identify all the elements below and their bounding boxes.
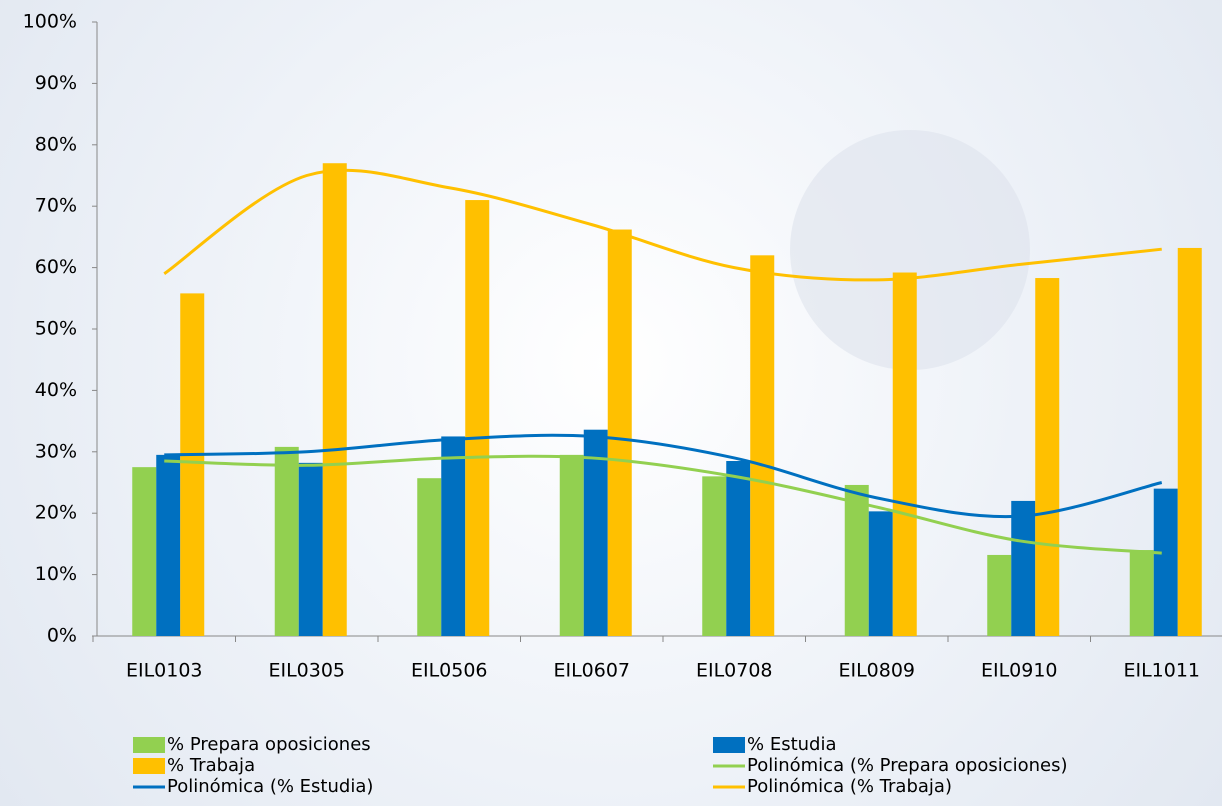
bar xyxy=(322,163,347,636)
y-tick-label: 20% xyxy=(35,502,77,524)
bar xyxy=(583,429,608,636)
bar xyxy=(987,554,1012,636)
bar xyxy=(1035,278,1060,636)
bar xyxy=(274,446,299,636)
x-tick-label: EIL0708 xyxy=(696,660,773,682)
bar xyxy=(1129,550,1154,636)
y-tick-label: 100% xyxy=(23,11,77,33)
x-tick-label: EIL0305 xyxy=(268,660,345,682)
legend-label: Polinómica (% Estudia) xyxy=(167,776,373,797)
bar xyxy=(180,293,205,636)
trend-line xyxy=(163,168,1162,282)
x-tick-label: EIL0607 xyxy=(553,660,630,682)
x-tick-label: EIL0809 xyxy=(838,660,915,682)
legend-label: % Estudia xyxy=(747,734,837,755)
bar xyxy=(1177,247,1202,636)
y-tick-label: 60% xyxy=(35,256,77,278)
y-tick-label: 80% xyxy=(35,133,77,155)
bar xyxy=(750,255,775,636)
bar xyxy=(465,200,490,636)
x-tick-label: EIL0103 xyxy=(126,660,203,682)
y-tick-label: 90% xyxy=(35,72,77,94)
bar xyxy=(298,462,323,636)
background-shape xyxy=(790,130,1030,370)
y-tick-label: 50% xyxy=(35,318,77,340)
trend-line xyxy=(164,454,1162,555)
y-tick-label: 0% xyxy=(47,625,77,647)
legend-label: Polinómica (% Trabaja) xyxy=(747,776,952,797)
bar xyxy=(132,467,157,636)
bar xyxy=(1011,500,1036,636)
bar xyxy=(417,478,442,636)
legend-swatch xyxy=(133,737,165,753)
bar xyxy=(1153,488,1178,636)
bar xyxy=(607,229,632,637)
x-tick-label: EIL0506 xyxy=(411,660,488,682)
y-tick-label: 70% xyxy=(35,195,77,217)
legend-label: % Trabaja xyxy=(167,755,255,776)
y-tick-label: 10% xyxy=(35,563,77,585)
y-tick-label: 40% xyxy=(35,379,77,401)
bar xyxy=(844,484,869,636)
legend-swatch xyxy=(713,737,745,753)
bar xyxy=(726,461,751,636)
bar xyxy=(892,272,917,636)
y-tick-label: 30% xyxy=(35,440,77,462)
legend-label: Polinómica (% Prepara oposiciones) xyxy=(747,755,1068,776)
bar xyxy=(559,454,584,636)
x-tick-label: EIL0910 xyxy=(981,660,1058,682)
bar xyxy=(868,511,893,636)
trend-line xyxy=(164,433,1163,519)
bar xyxy=(702,476,727,636)
legend-label: % Prepara oposiciones xyxy=(167,734,371,755)
legend-swatch xyxy=(133,758,165,774)
bar xyxy=(441,436,466,636)
x-tick-label: EIL1011 xyxy=(1123,660,1200,682)
bar xyxy=(156,454,181,636)
